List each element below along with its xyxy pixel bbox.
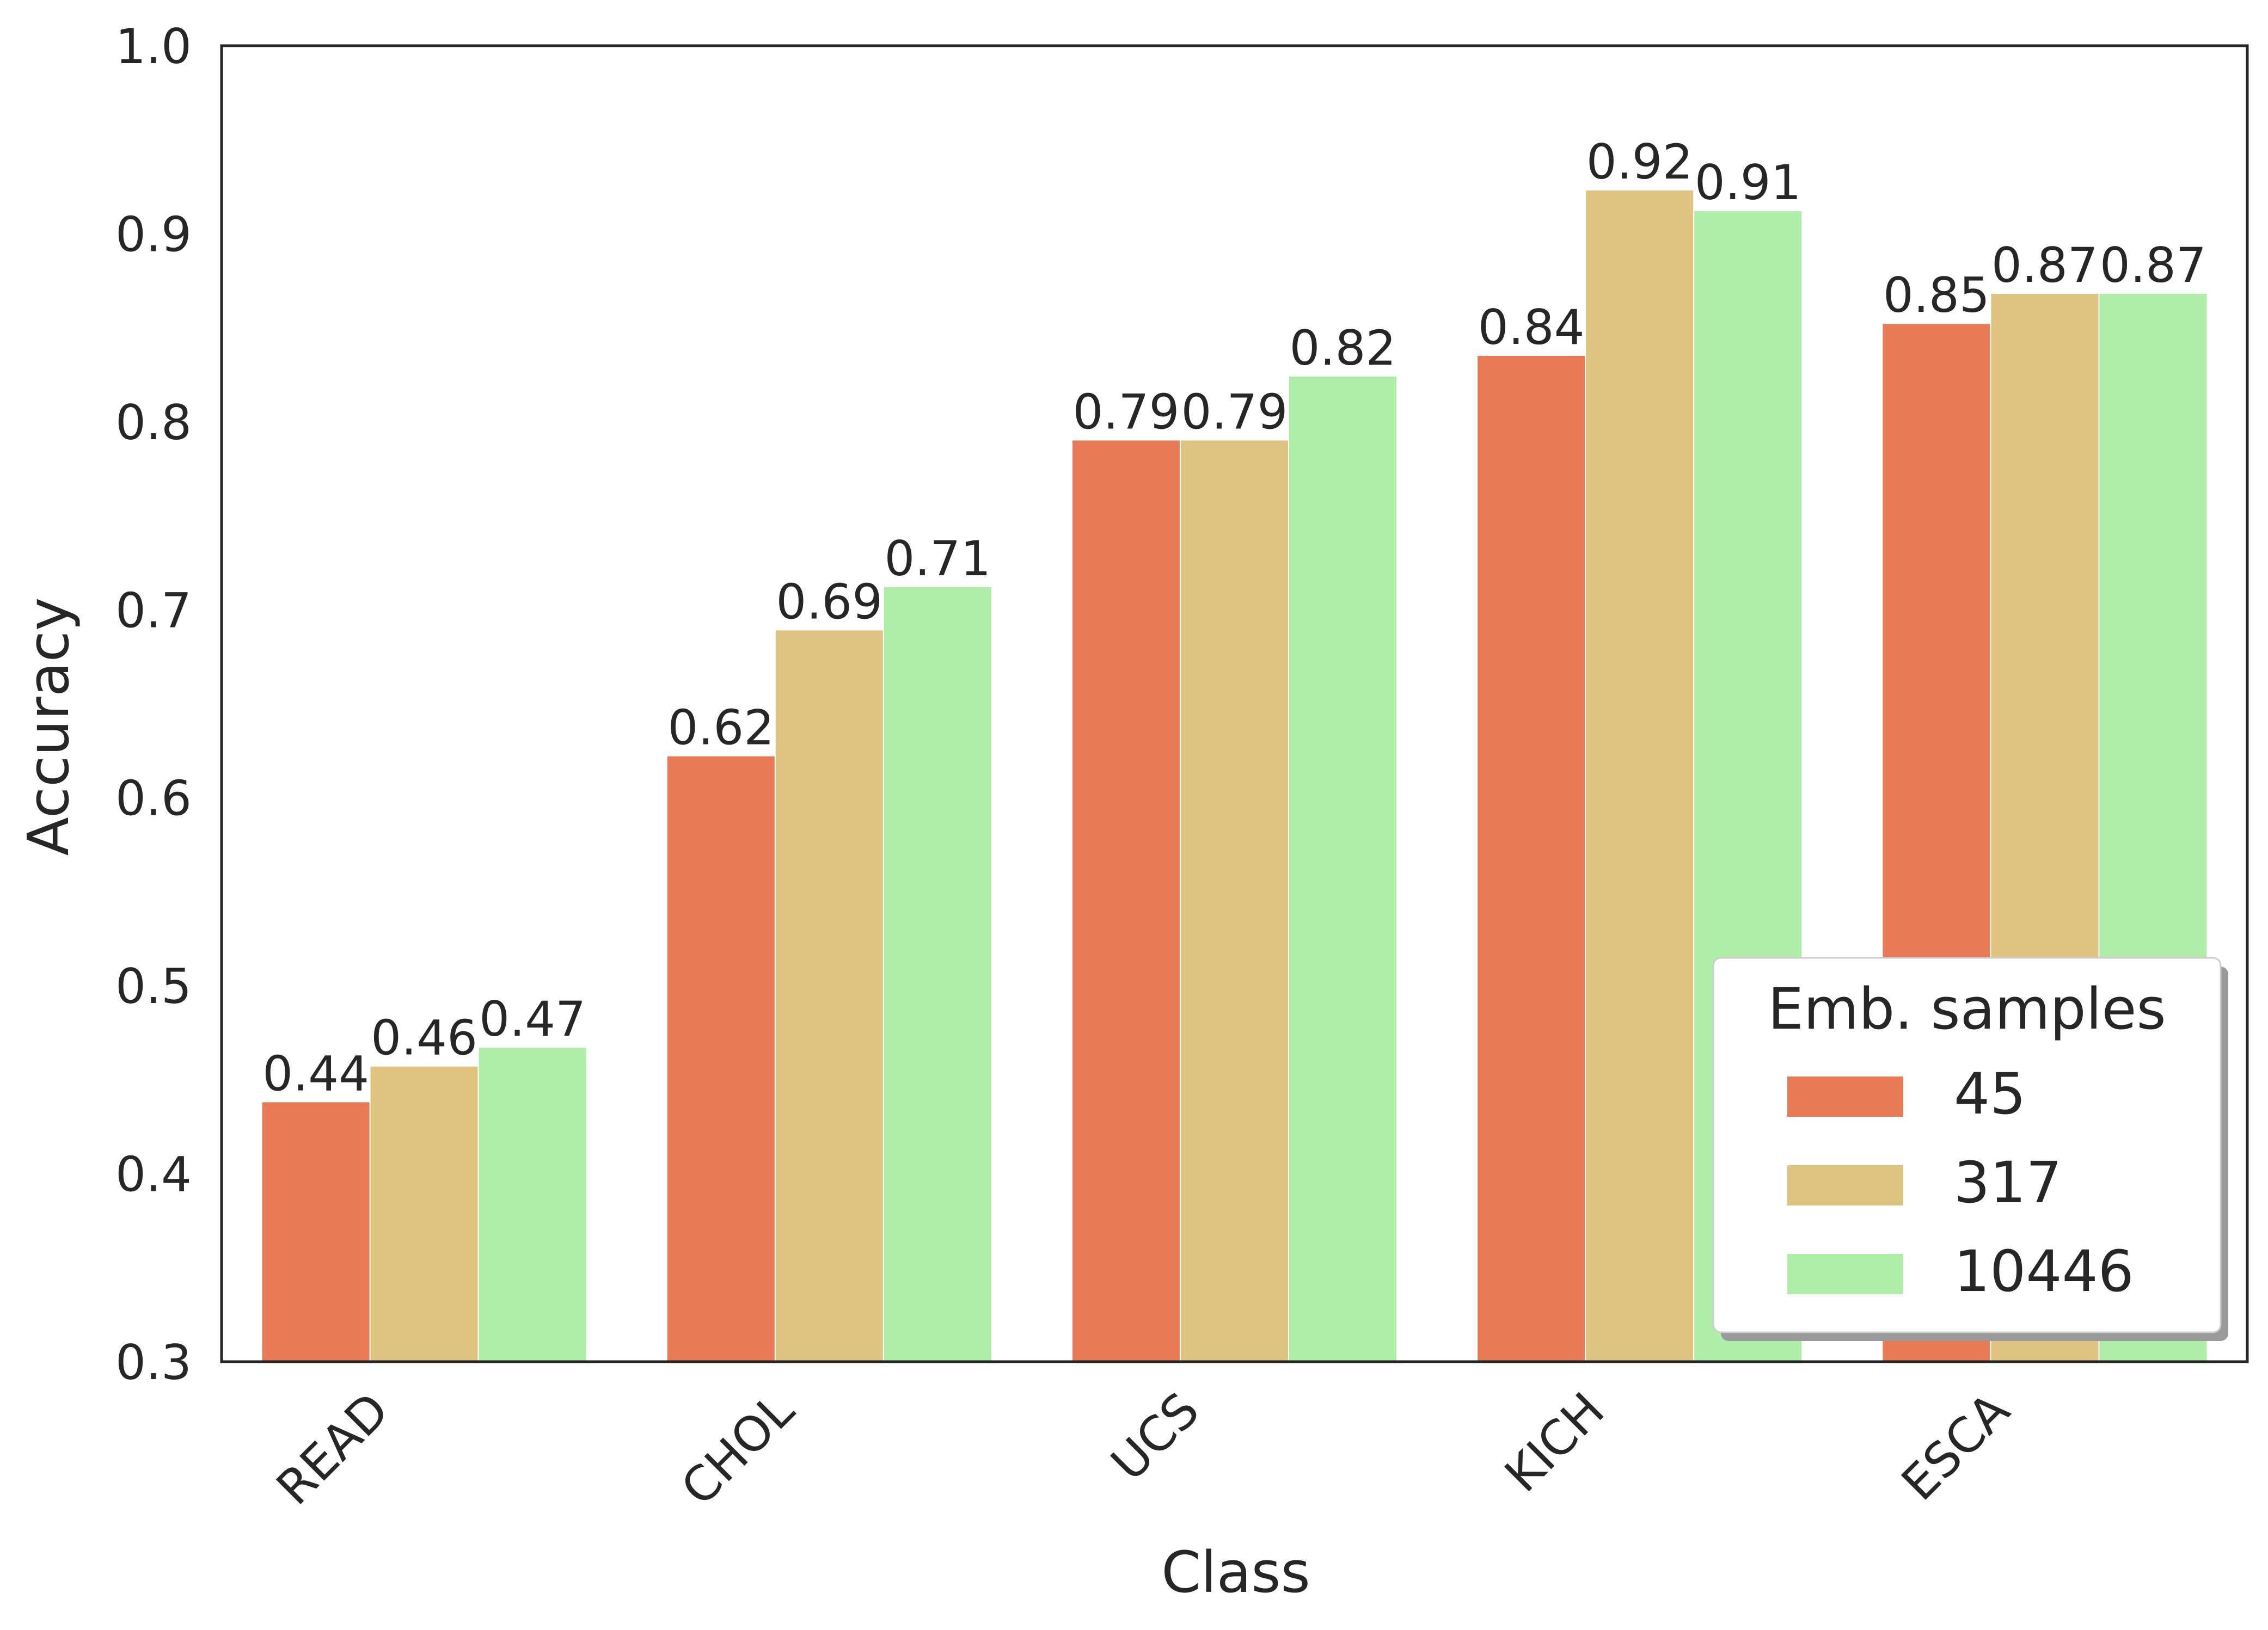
bar-chol-45: [667, 756, 775, 1362]
data-label-kich-45: 0.84: [1478, 299, 1585, 355]
data-label-read-45: 0.44: [262, 1045, 369, 1102]
data-label-esca-317: 0.87: [1991, 237, 2098, 293]
x-tick-label-kich: KICH: [1494, 1382, 1615, 1503]
bar-kich-317: [1586, 190, 1694, 1362]
bar-kich-45: [1478, 355, 1585, 1362]
data-label-chol-45: 0.62: [667, 700, 774, 756]
data-label-chol-10446: 0.71: [884, 531, 991, 587]
legend-label-317: 317: [1954, 1149, 2062, 1216]
bar-chol-10446: [884, 587, 991, 1362]
y-tick-label: 1.0: [115, 19, 192, 75]
bar-read-45: [262, 1102, 370, 1362]
data-labels: 0.440.46 0.470.620.690.710.79 0.790.82 0.84…: [262, 134, 2206, 1102]
legend-title: Emb. samples: [1768, 976, 2166, 1042]
bar-chol-317: [775, 630, 883, 1362]
y-tick-label: 0.5: [115, 958, 192, 1014]
bar-read-10446: [479, 1048, 586, 1362]
data-label-kich-10446: 0.91: [1695, 155, 1801, 211]
x-tick-label-read: READ: [266, 1382, 400, 1516]
data-label-read-317: 0.46: [371, 1010, 477, 1066]
bar-ucs-45: [1072, 440, 1180, 1362]
y-tick-label: 0.8: [115, 395, 192, 451]
data-label-esca-10446: 0.87: [2100, 237, 2206, 293]
legend-swatch-10446: [1787, 1254, 1903, 1294]
x-axis-ticks: READ CHOL UCS KICH ESCA: [266, 1382, 2020, 1516]
data-label-ucs-45: 0.79: [1073, 384, 1180, 440]
y-tick-label: 0.3: [115, 1334, 192, 1391]
plot-area: 0.440.46 0.470.620.690.710.79 0.790.82 0.84…: [220, 44, 2249, 1363]
plot-frame: [220, 44, 2249, 1363]
y-tick-label: 0.7: [115, 582, 192, 638]
legend-swatch-45: [1787, 1077, 1903, 1117]
data-label-chol-317: 0.69: [776, 574, 882, 630]
x-tick-label-chol: CHOL: [670, 1382, 805, 1516]
bar-read-317: [370, 1066, 478, 1362]
data-label-read-10446: 0.47: [479, 991, 586, 1047]
legend: Emb. samples 45 317 10446: [1712, 957, 2228, 1341]
y-tick-label: 0.6: [115, 771, 192, 827]
data-label-esca-45: 0.85: [1883, 267, 1990, 323]
x-tick-label-ucs: UCS: [1100, 1382, 1210, 1491]
bar-ucs-10446: [1289, 376, 1396, 1362]
legend-label-45: 45: [1954, 1061, 2026, 1127]
data-label-kich-317: 0.92: [1586, 134, 1693, 190]
bar-ucs-317: [1181, 440, 1288, 1362]
legend-label-10446: 10446: [1954, 1238, 2134, 1305]
x-axis-label: Class: [1161, 1539, 1310, 1606]
y-tick-label: 0.9: [115, 206, 192, 262]
x-tick-label-esca: ESCA: [1891, 1382, 2020, 1511]
y-tick-label: 0.4: [115, 1147, 192, 1203]
data-label-ucs-317: 0.79: [1181, 384, 1288, 440]
legend-swatch-317: [1787, 1165, 1903, 1205]
y-axis-label: Accuracy: [15, 598, 82, 856]
data-label-ucs-10446: 0.82: [1290, 320, 1396, 376]
legend-box: [1712, 957, 2222, 1333]
y-axis-ticks: 0.3 0.4 0.5 0.6 0.7 0.8 0.9 1.0: [115, 19, 192, 1391]
